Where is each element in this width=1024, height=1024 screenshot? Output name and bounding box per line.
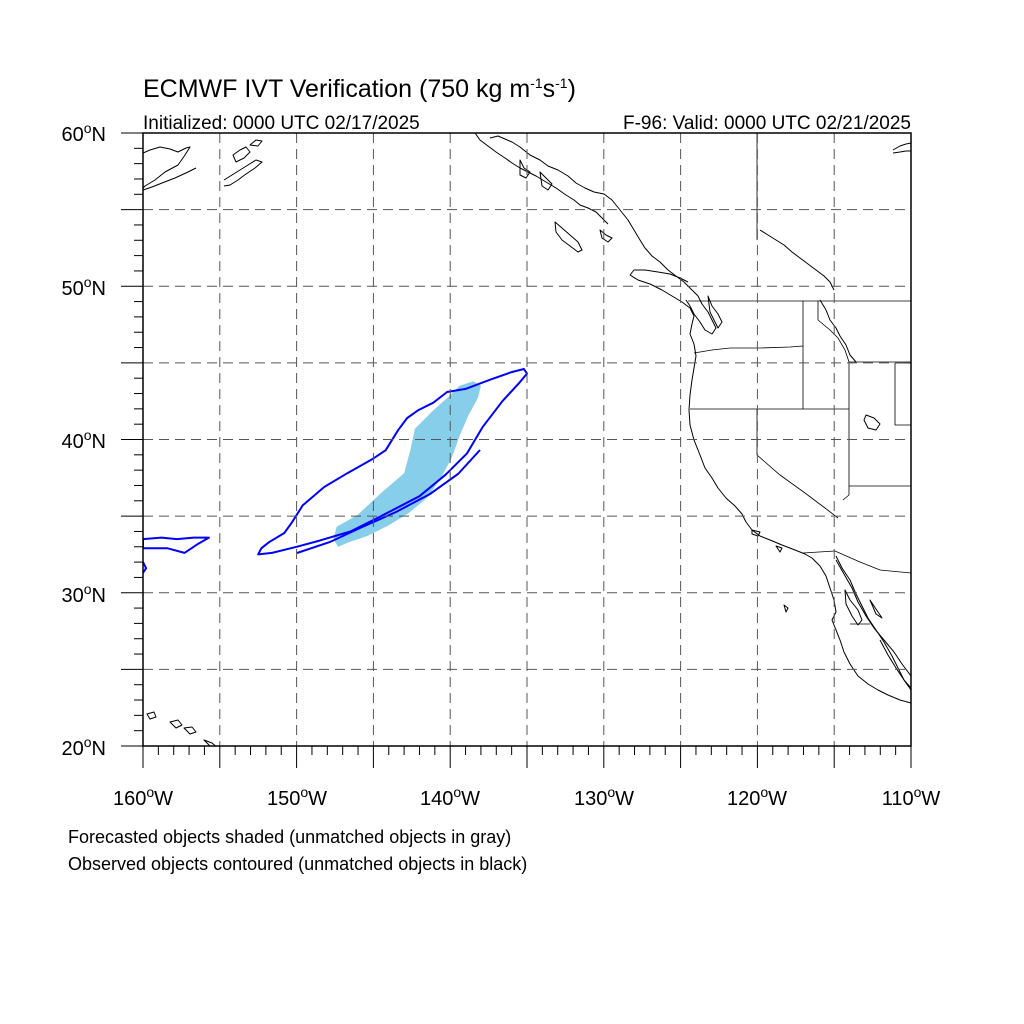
- observed-ivt-object: [257, 368, 528, 556]
- caption-observed: Observed objects contoured (unmatched ob…: [68, 854, 527, 874]
- lon-label-120: 120oW: [727, 784, 787, 810]
- longitude-labels: 160oW 150oW 140oW 130oW 120oW 110oW: [113, 784, 940, 810]
- lon-label-160: 160oW: [113, 784, 173, 810]
- lon-label-110: 110oW: [882, 784, 941, 810]
- observed-ivt-object-edge: [143, 561, 148, 574]
- lat-label-60: 60oN: [62, 120, 107, 146]
- observed-ivt-object-west: [143, 536, 210, 554]
- lat-label-20: 20oN: [62, 734, 107, 760]
- observed-ivt-axis: [296, 449, 481, 554]
- lon-label-140: 140oW: [420, 784, 480, 810]
- lat-label-50: 50oN: [62, 274, 107, 300]
- lat-label-30: 30oN: [62, 581, 107, 607]
- map-plot-area: [143, 133, 911, 746]
- lon-label-130: 130oW: [574, 784, 634, 810]
- forecast-ivt-object: [333, 381, 481, 547]
- caption-forecast: Forecasted objects shaded (unmatched obj…: [68, 827, 511, 847]
- valid-time-label: F-96: Valid: 0000 UTC 02/21/2025: [623, 113, 911, 134]
- lon-label-150: 150oW: [267, 784, 327, 810]
- initialized-label: Initialized: 0000 UTC 02/17/2025: [143, 113, 420, 134]
- lat-label-40: 40oN: [62, 427, 107, 453]
- figure-title: ECMWF IVT Verification (750 kg m-1s-1): [143, 75, 576, 103]
- latitude-labels: 60oN 50oN 40oN 30oN 20oN: [62, 120, 107, 760]
- coastlines: [143, 133, 911, 746]
- axis-ticks: [121, 132, 912, 768]
- political-borders: [688, 133, 911, 625]
- lat-lon-grid: [143, 133, 911, 746]
